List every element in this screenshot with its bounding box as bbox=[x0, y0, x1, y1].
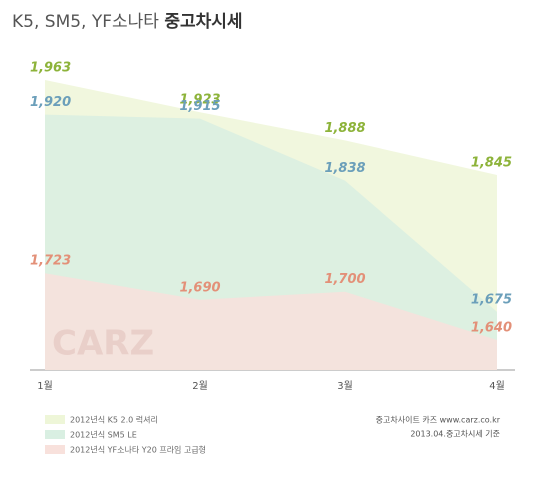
value-label: 1,920 bbox=[30, 95, 71, 110]
source-note: 2013.04.중고차시세 기준 bbox=[410, 430, 500, 439]
x-tick-label: 2월 bbox=[192, 380, 208, 392]
legend-swatch bbox=[45, 445, 65, 454]
legend-label: 2012년식 K5 2.0 럭셔리 bbox=[70, 415, 158, 425]
value-label: 1,923 bbox=[179, 93, 220, 108]
x-tick-label: 4월 bbox=[489, 380, 505, 392]
value-label: 1,675 bbox=[471, 292, 512, 307]
value-label: 1,690 bbox=[179, 280, 220, 295]
value-label: 1,700 bbox=[324, 272, 365, 287]
value-label: 1,915 bbox=[179, 99, 220, 114]
source-note: 중고차사이트 카즈 www.carz.co.kr bbox=[376, 415, 501, 425]
legend-label: 2012년식 YF소나타 Y20 프라임 고급형 bbox=[70, 445, 206, 455]
watermark: CARZ bbox=[52, 324, 154, 364]
value-label: 1,838 bbox=[324, 161, 365, 176]
legend-swatch bbox=[45, 415, 65, 424]
area bbox=[45, 273, 497, 370]
value-label: 1,963 bbox=[30, 61, 71, 76]
legend-swatch bbox=[45, 430, 65, 439]
x-tick-label: 3월 bbox=[337, 380, 353, 392]
value-label: 1,888 bbox=[324, 121, 365, 136]
chart-title: K5, SM5, YF소나타 중고차시세 bbox=[12, 12, 243, 32]
legend-label: 2012년식 SM5 LE bbox=[70, 430, 137, 440]
value-label: 1,640 bbox=[471, 321, 512, 336]
value-label: 1,723 bbox=[30, 254, 71, 269]
value-label: 1,845 bbox=[471, 155, 512, 170]
title-emphasis: 중고차시세 bbox=[164, 12, 242, 32]
title-main: K5, SM5, YF소나타 bbox=[12, 12, 159, 32]
x-tick-label: 1월 bbox=[37, 380, 53, 392]
